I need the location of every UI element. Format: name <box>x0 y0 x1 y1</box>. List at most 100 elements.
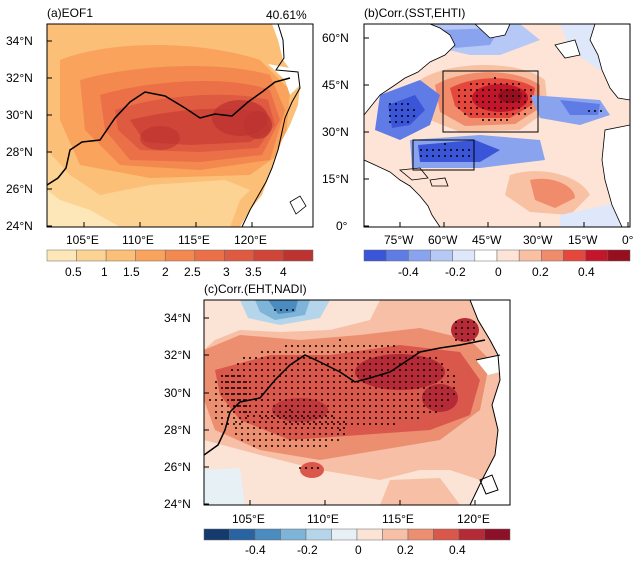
significance-dot <box>429 375 431 377</box>
significance-dot <box>327 387 329 389</box>
significance-dot <box>464 95 466 97</box>
significance-dot <box>273 405 275 407</box>
significance-dot <box>482 95 484 97</box>
significance-dot <box>512 83 514 85</box>
significance-dot <box>375 345 377 347</box>
significance-dot <box>239 381 241 383</box>
significance-dot <box>279 411 281 413</box>
significance-dot <box>297 399 299 401</box>
panel-a-xlabel: 105°E <box>66 233 99 247</box>
significance-dot <box>267 375 269 377</box>
significance-dot <box>343 427 345 429</box>
significance-dot <box>289 409 291 411</box>
significance-dot <box>435 363 437 365</box>
significance-dot <box>274 309 276 311</box>
significance-dot <box>395 121 397 123</box>
significance-dot <box>279 393 281 395</box>
significance-dot <box>221 381 223 383</box>
significance-dot <box>265 427 267 429</box>
significance-dot <box>351 423 353 425</box>
significance-dot <box>295 421 297 423</box>
significance-dot <box>411 387 413 389</box>
significance-dot <box>387 387 389 389</box>
significance-dot <box>291 369 293 371</box>
significance-dot <box>303 393 305 395</box>
significance-dot <box>273 375 275 377</box>
significance-dot <box>279 399 281 401</box>
significance-dot <box>267 411 269 413</box>
significance-dot <box>357 417 359 419</box>
significance-dot <box>227 411 229 413</box>
significance-dot <box>401 121 403 123</box>
significance-dot <box>295 439 297 441</box>
panel-a-colorbar-label: 1.5 <box>123 265 140 279</box>
significance-dot <box>429 387 431 389</box>
significance-dot <box>375 363 377 365</box>
significance-dot <box>245 381 247 383</box>
significance-dot <box>297 357 299 359</box>
significance-dot <box>291 399 293 401</box>
significance-dot <box>249 399 251 401</box>
significance-dot <box>435 405 437 407</box>
significance-dot <box>375 399 377 401</box>
significance-dot <box>243 411 245 413</box>
significance-dot <box>435 399 437 401</box>
significance-dot <box>375 393 377 395</box>
significance-dot <box>297 351 299 353</box>
significance-dot <box>357 363 359 365</box>
significance-dot <box>267 369 269 371</box>
significance-dot <box>309 351 311 353</box>
significance-dot <box>221 423 223 425</box>
significance-dot <box>267 399 269 401</box>
colorbar-swatch <box>229 528 256 541</box>
significance-dot <box>444 155 446 157</box>
significance-dot <box>227 405 229 407</box>
significance-dot <box>417 357 419 359</box>
significance-dot <box>307 445 309 447</box>
colorbar-swatch <box>356 528 383 541</box>
significance-dot <box>303 345 305 347</box>
significance-dot <box>506 101 508 103</box>
significance-dot <box>470 89 472 91</box>
significance-dot <box>289 445 291 447</box>
significance-dot <box>456 155 458 157</box>
significance-dot <box>435 387 437 389</box>
significance-dot <box>393 417 395 419</box>
significance-dot <box>235 433 237 435</box>
significance-dot <box>417 375 419 377</box>
significance-dot <box>303 369 305 371</box>
significance-dot <box>327 351 329 353</box>
significance-dot <box>470 113 472 115</box>
significance-dot <box>435 381 437 383</box>
significance-dot <box>231 369 233 371</box>
significance-dot <box>462 149 464 151</box>
significance-dot <box>267 357 269 359</box>
significance-dot <box>309 375 311 377</box>
significance-dot <box>309 411 311 413</box>
significance-dot <box>259 445 261 447</box>
colorbar-swatch <box>407 528 434 541</box>
significance-dot <box>279 357 281 359</box>
significance-dot <box>253 427 255 429</box>
significance-dot <box>423 375 425 377</box>
significance-dot <box>506 119 508 121</box>
colorbar-swatch <box>458 528 485 541</box>
significance-dot <box>237 381 239 383</box>
significance-dot <box>327 393 329 395</box>
significance-dot <box>381 387 383 389</box>
significance-dot <box>351 351 353 353</box>
significance-dot <box>381 423 383 425</box>
significance-dot <box>273 363 275 365</box>
significance-dot <box>458 107 460 109</box>
significance-dot <box>405 405 407 407</box>
significance-dot <box>261 375 263 377</box>
significance-dot <box>297 417 299 419</box>
significance-dot <box>417 363 419 365</box>
significance-dot <box>247 439 249 441</box>
significance-dot <box>297 363 299 365</box>
significance-dot <box>426 149 428 151</box>
significance-dot <box>309 357 311 359</box>
significance-dot <box>283 439 285 441</box>
significance-dot <box>315 417 317 419</box>
significance-dot <box>488 107 490 109</box>
